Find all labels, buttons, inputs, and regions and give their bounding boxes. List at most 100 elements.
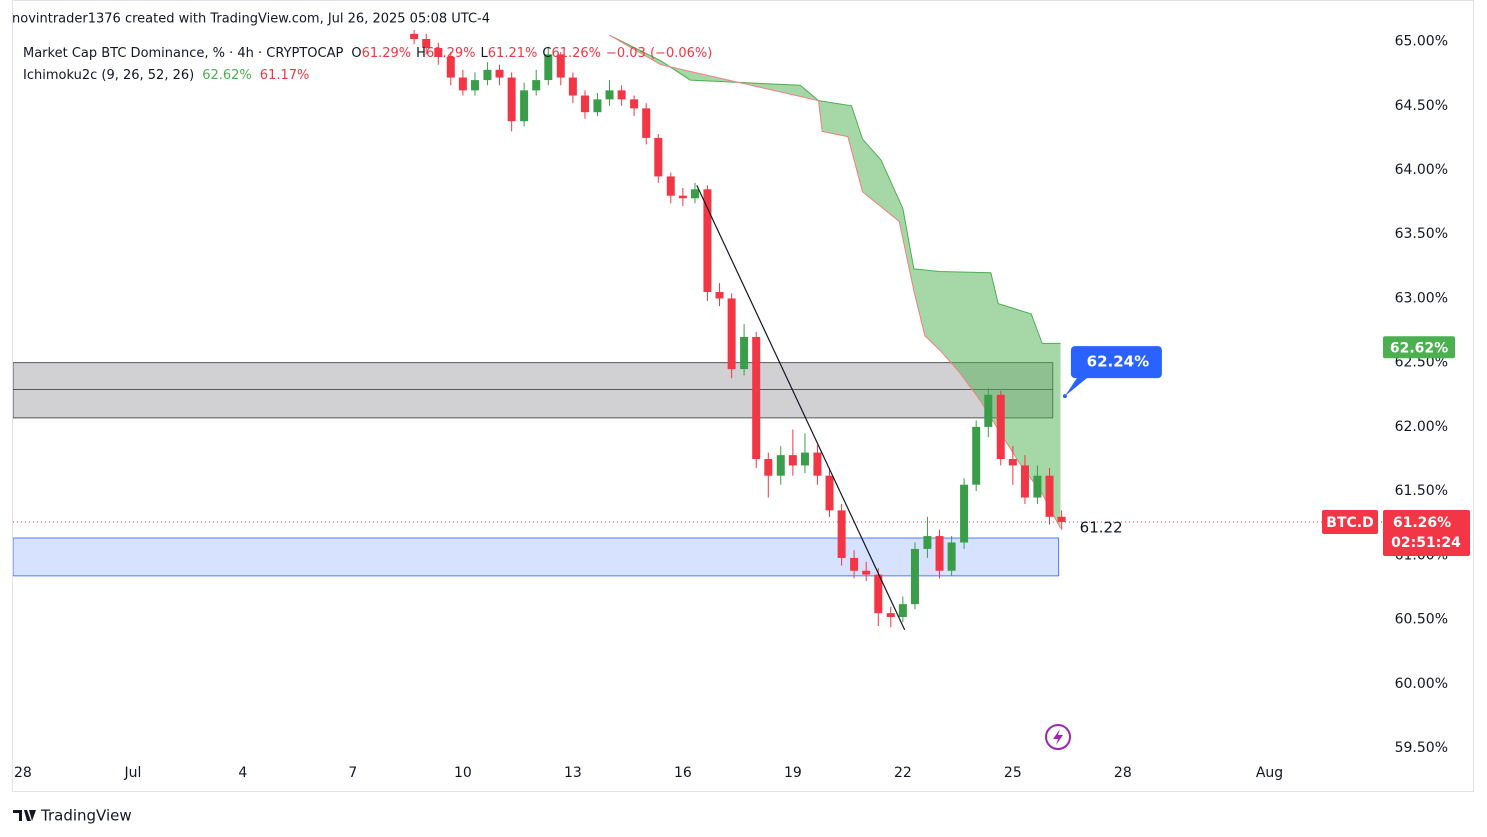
price-badge	[1383, 336, 1455, 359]
candle-body	[837, 510, 846, 558]
y-tick-label: 64.50%	[1395, 98, 1448, 114]
candle-body	[666, 176, 675, 196]
change: −0.03 (−0.06%)	[606, 46, 712, 61]
x-tick-label: 28	[14, 765, 32, 781]
candle-body	[813, 452, 822, 476]
symbol-badge	[1322, 509, 1378, 534]
x-tick-label: 10	[454, 765, 472, 781]
footer-logo: TradingView	[13, 807, 132, 825]
indicator-value: 62.62%	[202, 68, 252, 83]
symbol-label: BTC.D	[1326, 515, 1373, 531]
candle-body	[850, 557, 859, 571]
candle-body	[1057, 516, 1066, 522]
candle-body	[544, 54, 553, 81]
ohlc-value: 61.21%	[488, 46, 538, 61]
candle-body	[654, 137, 663, 177]
candle-body	[776, 455, 785, 476]
y-tick-label: 62.50%	[1395, 355, 1448, 371]
candle-body	[532, 80, 541, 91]
candle-body	[800, 452, 809, 466]
legend-title: Market Cap BTC Dominance, % · 4h · CRYPT…	[23, 46, 344, 61]
candle-body	[580, 95, 589, 113]
candle-body	[458, 77, 467, 91]
plot-area	[13, 30, 1385, 631]
indicator-value: 61.17%	[260, 68, 310, 83]
candle-body	[630, 99, 639, 109]
candle-body	[862, 570, 871, 575]
x-tick-label: Jul	[123, 765, 141, 781]
cloud-edge	[609, 34, 1061, 529]
candle-body	[1020, 465, 1029, 498]
indicator-name: Ichimoku2c (9, 26, 52, 26)	[23, 68, 194, 83]
candle-body	[984, 394, 993, 427]
candle-body	[972, 426, 981, 485]
ohlc-value: 61.26%	[551, 46, 601, 61]
candle-body	[740, 336, 749, 370]
candle-body	[715, 292, 724, 299]
candle-body	[678, 195, 687, 199]
ohlc-value: 61.29%	[426, 46, 476, 61]
candle-body	[1045, 475, 1054, 517]
x-tick-label: 4	[238, 765, 247, 781]
candle-body	[495, 69, 504, 78]
candle-body	[556, 54, 565, 78]
candle-body	[996, 394, 1005, 460]
cloud-edge	[609, 34, 1061, 344]
candle-body	[727, 298, 736, 370]
callout-box	[1064, 346, 1162, 397]
last-price-label: 61.26%	[1393, 515, 1451, 531]
x-tick-label: 25	[1004, 765, 1022, 781]
candle-body	[752, 336, 761, 460]
y-tick-label: 60.00%	[1395, 676, 1448, 692]
candle-body	[690, 189, 699, 199]
candle-body	[764, 459, 773, 476]
zone	[13, 537, 1060, 577]
x-tick-label: Aug	[1256, 765, 1283, 781]
y-tick-label: 60.50%	[1395, 612, 1448, 628]
candle-body	[703, 189, 712, 293]
y-tick-label: 65.00%	[1395, 34, 1448, 50]
price-badge-label: 62.62%	[1390, 340, 1448, 356]
x-tick-label: 16	[674, 765, 692, 781]
candle-body	[422, 38, 431, 48]
candle-body	[507, 77, 516, 122]
candle-body	[617, 90, 626, 100]
candle-body	[923, 536, 932, 549]
candle-body	[910, 548, 919, 605]
lightning-icon	[1045, 724, 1071, 750]
y-tick-label: 64.00%	[1395, 162, 1448, 178]
callout-label: 62.24%	[1087, 353, 1149, 371]
candle-body	[935, 536, 944, 571]
y-tick-label: 59.50%	[1395, 740, 1448, 756]
overlay: 61.22 62.24% 65.00% 64.50% 64.00% 63.50% 63.00…	[14, 34, 1470, 781]
candle-body	[568, 77, 577, 96]
ohlc-key: H	[416, 46, 426, 61]
x-tick-label: 28	[1114, 765, 1132, 781]
x-tick-label: 7	[348, 765, 357, 781]
x-tick-label: 19	[784, 765, 802, 781]
candle-body	[788, 455, 797, 466]
candle-body	[1008, 459, 1017, 466]
candle-body	[520, 90, 529, 122]
countdown: 02:51:24	[1391, 535, 1461, 551]
candle-body	[605, 90, 614, 100]
candle-body	[874, 574, 883, 614]
footer-brand: TradingView	[40, 807, 132, 825]
indicator-line: Ichimoku2c (9, 26, 52, 26) 62.62% 61.17%	[23, 68, 309, 83]
candle-body	[898, 604, 907, 617]
ohlc-key: O	[351, 46, 361, 61]
candle-body	[1033, 475, 1042, 498]
candle-body	[642, 108, 651, 138]
ohlc-key: C	[542, 46, 551, 61]
candle-body	[960, 484, 969, 543]
candle-body	[825, 475, 834, 511]
candle-body	[446, 56, 455, 78]
y-tick-label: 63.00%	[1395, 290, 1448, 306]
candle-body	[593, 99, 602, 113]
frame	[12, 0, 1474, 792]
last-price-badge	[1383, 509, 1470, 556]
zone-label: 61.22	[1080, 519, 1123, 537]
x-tick-label: 13	[564, 765, 582, 781]
legend-title-line: Market Cap BTC Dominance, % · 4h · CRYPT…	[23, 46, 712, 61]
